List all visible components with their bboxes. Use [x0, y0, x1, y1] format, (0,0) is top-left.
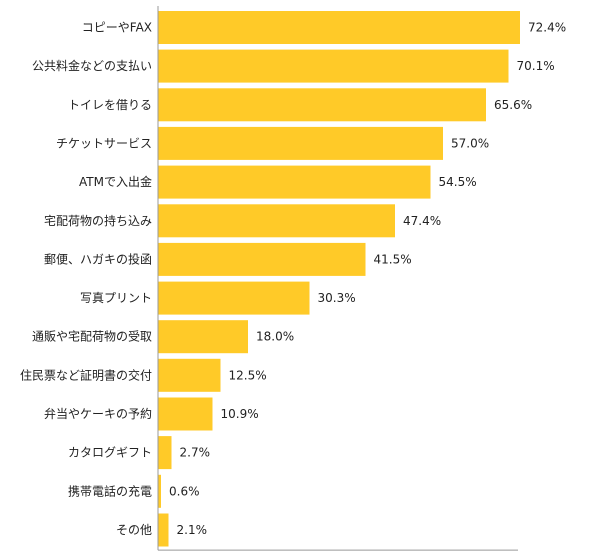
value-label-10: 10.9% [221, 407, 259, 421]
bar-5 [158, 204, 395, 238]
value-label-4: 54.5% [439, 175, 477, 189]
bar-8 [158, 320, 248, 354]
category-label-0: コピーやFAX [82, 21, 152, 35]
value-label-8: 18.0% [256, 330, 294, 344]
value-label-9: 12.5% [229, 368, 267, 382]
bar-1 [158, 49, 509, 83]
category-label-2: トイレを借りる [68, 98, 152, 112]
value-labels-group: 72.4% 70.1% 65.6% 57.0% 54.5% 47.4% 41.5% 30.3%… [169, 21, 566, 538]
value-label-13: 2.1% [177, 523, 208, 537]
category-label-8: 通販や宅配荷物の受取 [32, 329, 152, 344]
bar-2 [158, 88, 486, 122]
bar-7 [158, 281, 310, 315]
category-label-7: 写真プリント [80, 291, 152, 305]
value-label-3: 57.0% [451, 136, 489, 150]
category-label-1: 公共料金などの支払い [32, 58, 152, 73]
category-label-12: 携帯電話の充電 [68, 483, 152, 498]
category-label-9: 住民票など証明書の交付 [20, 367, 152, 382]
category-label-10: 弁当やケーキの予約 [44, 406, 152, 421]
bar-9 [158, 358, 221, 392]
bar-6 [158, 242, 366, 276]
bar-4 [158, 165, 431, 199]
value-label-1: 70.1% [517, 59, 555, 73]
value-label-2: 65.6% [494, 98, 532, 112]
category-label-6: 郵便、ハガキの投函 [44, 251, 152, 266]
bar-0 [158, 11, 520, 44]
category-label-3: チケットサービス [56, 136, 152, 150]
category-label-13: その他 [116, 523, 152, 537]
bars-group [158, 11, 520, 547]
value-label-11: 2.7% [180, 446, 211, 460]
bar-3 [158, 126, 443, 160]
value-label-6: 41.5% [374, 252, 412, 266]
value-label-12: 0.6% [169, 484, 200, 498]
bar-11 [158, 436, 172, 470]
bar-10 [158, 397, 213, 431]
category-label-5: 宅配荷物の持ち込み [44, 213, 152, 228]
bar-13 [158, 513, 169, 547]
bar-12 [158, 474, 161, 508]
value-label-7: 30.3% [318, 291, 356, 305]
value-label-5: 47.4% [403, 214, 441, 228]
category-label-4: ATMで入出金 [79, 174, 152, 189]
value-label-0: 72.4% [528, 21, 566, 35]
category-label-11: カタログギフト [68, 446, 152, 460]
